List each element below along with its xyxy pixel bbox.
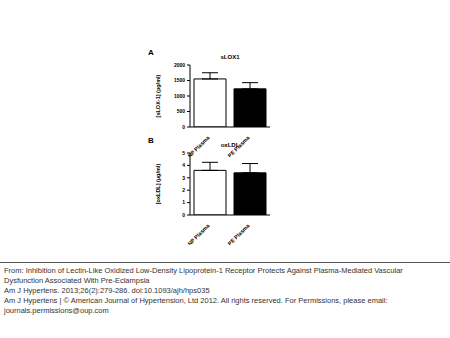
svg-text:[oxLDL] (µg/ml): [oxLDL] (µg/ml) [155,164,161,205]
svg-text:1000: 1000 [174,93,185,99]
html-text:sLOX1: sLOX1 [220,54,240,60]
html-text:Am J Hypertens. 2013;26(2):279: Am J Hypertens. 2013;26(2):279-286. doi:… [4,286,210,295]
html-text:A: A [148,48,154,57]
html-text:From: Inhibition of Lectin-Lik: From: Inhibition of Lectin-Like Oxidized… [4,266,403,285]
svg-text:2: 2 [182,187,185,193]
svg-text:500: 500 [177,108,186,114]
svg-text:NP Plasma: NP Plasma [186,222,211,245]
svg-text:4: 4 [182,162,185,168]
html-text:oxLDL: oxLDL [220,142,240,148]
svg-text:3: 3 [182,175,185,181]
svg-text:1500: 1500 [174,77,185,83]
svg-text:PE Plasma: PE Plasma [227,222,252,245]
html-text:B: B [148,136,154,145]
svg-text:5: 5 [182,150,185,156]
svg-text:0: 0 [182,124,185,130]
svg-text:1: 1 [182,199,185,205]
svg-text:2000: 2000 [174,62,185,68]
html-text:Am J Hypertens | © American Jo: Am J Hypertens | © American Journal of H… [4,296,388,315]
svg-text:0: 0 [182,212,185,218]
svg-text:[sLOX-1] (pg/ml): [sLOX-1] (pg/ml) [155,74,161,117]
